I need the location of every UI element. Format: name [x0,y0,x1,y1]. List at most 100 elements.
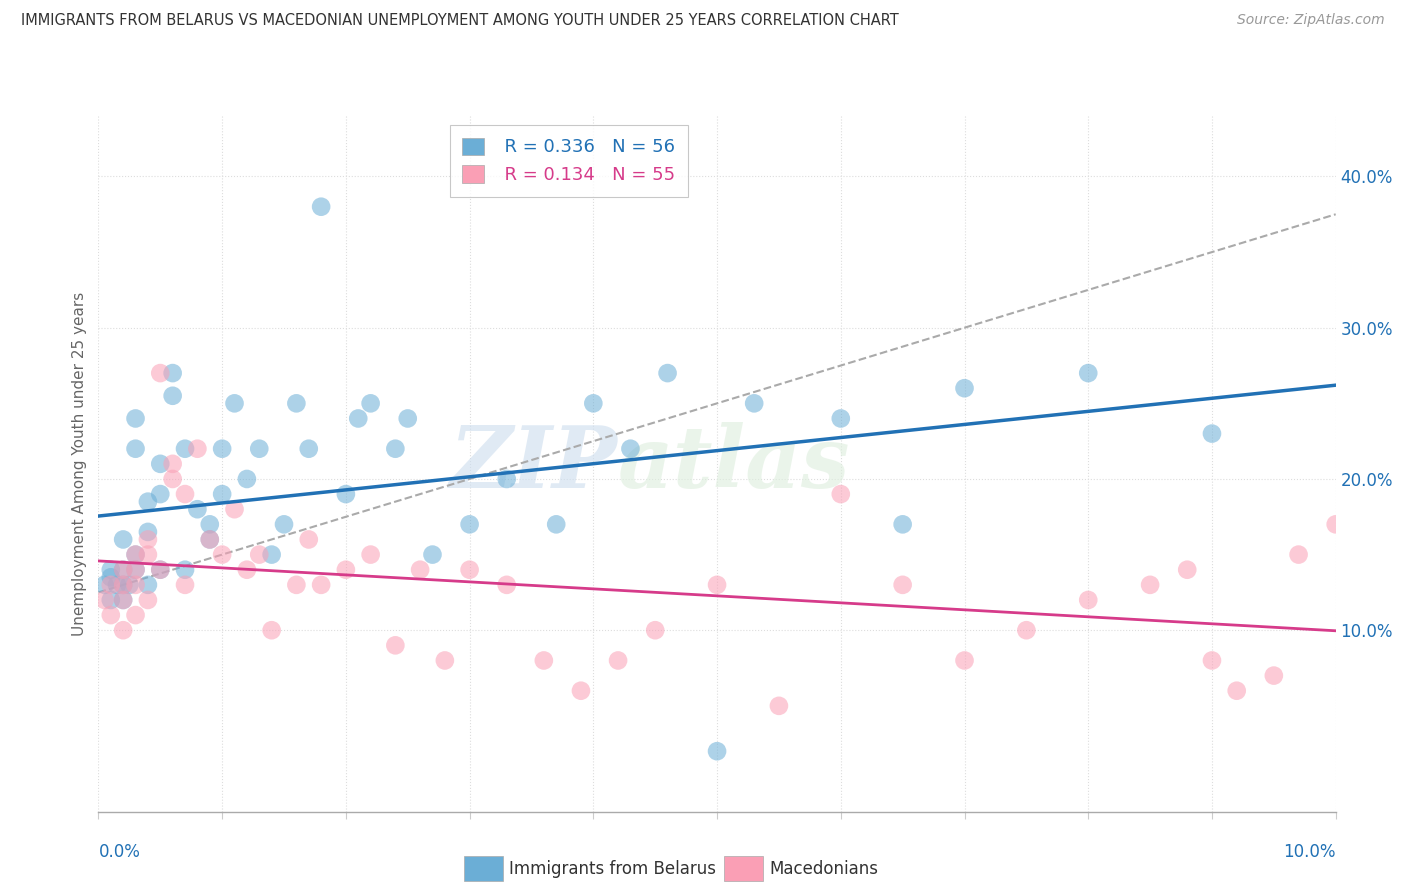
Point [360,396,382,410]
Text: atlas: atlas [619,422,851,506]
Point [891,578,914,592]
Point [198,517,221,532]
Point [174,563,197,577]
Point [298,533,321,547]
Point [124,563,146,577]
Point [1226,683,1249,698]
Point [162,389,184,403]
Point [112,578,135,592]
Point [1175,563,1198,577]
Point [136,593,159,607]
Point [384,442,406,456]
Point [112,624,135,638]
Point [105,578,128,592]
Point [224,502,246,516]
Point [495,578,517,592]
Point [136,494,159,508]
Point [396,411,419,425]
Point [260,548,283,562]
Point [174,578,197,592]
Point [1077,366,1099,380]
Point [186,502,208,516]
Point [953,381,976,395]
Point [335,487,357,501]
Point [644,624,666,638]
Point [742,396,765,410]
Point [124,411,146,425]
Point [162,472,184,486]
Point [607,653,630,667]
Point [236,472,259,486]
Point [136,548,159,562]
Point [149,366,172,380]
Point [384,638,406,652]
Point [118,578,141,592]
Point [1288,548,1310,562]
Point [211,548,233,562]
Y-axis label: Unemployment Among Youth under 25 years: Unemployment Among Youth under 25 years [72,292,87,636]
Point [422,548,444,562]
Point [112,563,135,577]
Point [830,487,852,501]
Point [409,563,432,577]
Point [124,563,146,577]
Legend:   R = 0.336   N = 56,   R = 0.134   N = 55: R = 0.336 N = 56, R = 0.134 N = 55 [450,125,688,197]
Point [149,563,172,577]
Point [112,563,135,577]
Point [533,653,555,667]
Point [124,442,146,456]
Point [211,442,233,456]
Point [247,442,270,456]
Point [1201,426,1223,441]
Point [360,548,382,562]
Point [136,524,159,539]
Point [162,457,184,471]
Point [1201,653,1223,667]
Point [112,578,135,592]
Point [582,396,605,410]
Point [309,200,332,214]
Point [1077,593,1099,607]
Point [657,366,679,380]
Point [347,411,370,425]
Text: ZIP: ZIP [450,422,619,506]
Point [1263,668,1285,682]
Point [236,563,259,577]
Point [298,442,321,456]
Point [124,548,146,562]
Point [112,593,135,607]
Point [619,442,641,456]
Point [285,396,308,410]
Point [546,517,568,532]
Text: IMMIGRANTS FROM BELARUS VS MACEDONIAN UNEMPLOYMENT AMONG YOUTH UNDER 25 YEARS CO: IMMIGRANTS FROM BELARUS VS MACEDONIAN UN… [21,13,898,29]
Point [149,563,172,577]
Point [124,578,146,592]
Point [335,563,357,577]
Point [100,578,122,592]
Point [112,593,135,607]
Point [768,698,790,713]
Point [495,472,517,486]
Point [458,517,481,532]
Point [706,744,728,758]
Point [569,683,592,698]
Point [1139,578,1161,592]
Point [93,593,115,607]
Point [124,608,146,623]
Text: Macedonians: Macedonians [769,860,879,878]
Text: 10.0%: 10.0% [1284,843,1336,861]
Point [100,563,122,577]
Point [186,442,208,456]
Point [136,533,159,547]
Point [100,608,122,623]
Point [174,487,197,501]
Point [247,548,270,562]
Point [433,653,456,667]
Point [100,593,122,607]
Point [706,578,728,592]
Text: Source: ZipAtlas.com: Source: ZipAtlas.com [1237,13,1385,28]
Point [285,578,308,592]
Point [100,570,122,584]
Point [149,457,172,471]
Point [260,624,283,638]
